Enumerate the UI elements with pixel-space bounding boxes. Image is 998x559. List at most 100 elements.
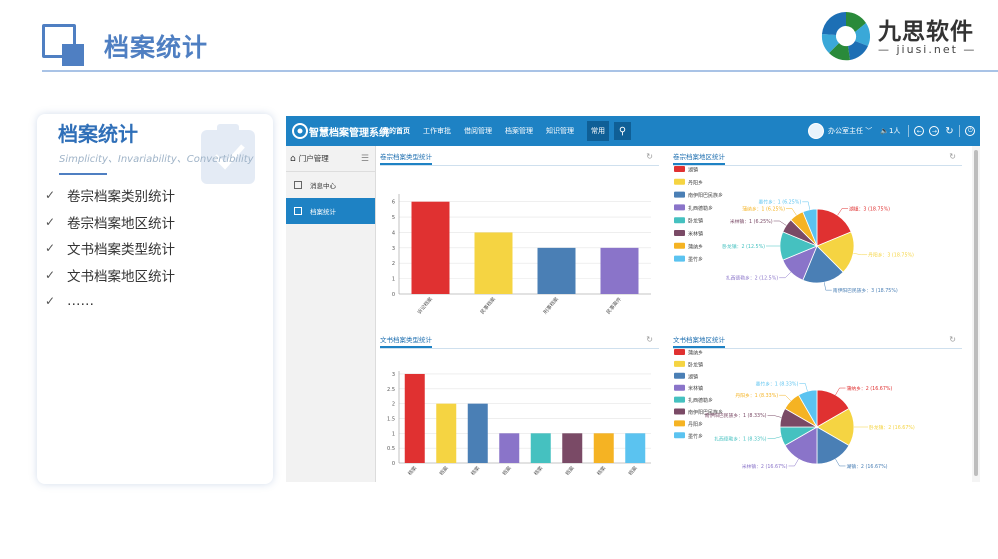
- sidebar-header: ⌂ 门户管理 ☰: [286, 146, 375, 172]
- y-tick-label: 3: [392, 372, 395, 378]
- bar: [600, 247, 639, 294]
- bar: [562, 433, 583, 463]
- pie-data-label: 南伊阳巴民族乡：1 (8.33%): [705, 412, 767, 419]
- legend-swatch: [674, 204, 685, 211]
- refresh-icon[interactable]: ↻: [949, 335, 956, 344]
- pie-data-label: 湖镇：3 (18.75%): [849, 205, 890, 212]
- user-menu[interactable]: 办公室主任 ﹀: [828, 127, 873, 135]
- pie-data-label: 扎西德勒乡：1 (8.33%): [714, 435, 766, 442]
- legend-swatch: [674, 408, 685, 415]
- main-nav: 我的首页 工作审批 借阅管理 档案管理 知识管理 常用 ⚲: [382, 116, 631, 146]
- legend-swatch: [674, 349, 685, 355]
- app-window: 智慧档案管理系统 我的首页 工作审批 借阅管理 档案管理 知识管理 常用 ⚲ 办…: [286, 116, 980, 482]
- panel-title: 文书档案地区统计: [673, 334, 725, 348]
- pie-leader-line: [779, 271, 792, 279]
- x-tick-label: 档案: [501, 465, 513, 477]
- forward-icon[interactable]: →: [929, 126, 940, 136]
- nav-borrow[interactable]: 借阅管理: [464, 127, 492, 135]
- x-tick-label: 档案: [595, 465, 607, 477]
- legend-label: 卧龙镇: [688, 218, 703, 225]
- scrollbar[interactable]: [972, 146, 980, 482]
- brand-name: 九思软件: [878, 19, 974, 45]
- legend-label: 丹阳乡: [688, 179, 703, 186]
- sidebar-item-archive-stats[interactable]: 档案统计: [286, 198, 375, 224]
- pie-data-label: 卧龙镇：2 (12.5%): [722, 243, 765, 250]
- app-topbar: 智慧档案管理系统 我的首页 工作审批 借阅管理 档案管理 知识管理 常用 ⚲ 办…: [286, 116, 980, 146]
- legend-swatch: [674, 242, 685, 249]
- legend-label: 蒲纳乡: [688, 243, 703, 250]
- back-icon[interactable]: ←: [914, 126, 925, 136]
- x-tick-label: 档案: [564, 465, 576, 477]
- refresh-icon[interactable]: ↻: [646, 335, 653, 344]
- pie-data-label: 扎西德勒乡：2 (12.5%): [726, 275, 778, 282]
- x-tick-label: 民事档案: [479, 296, 497, 316]
- dashboard-content: 卷宗档案类型统计 ↻ 0 1 2 3 4 5 6 诉讼档案 民事档案 刑事档案 民事案件 卷宗档案地…: [377, 146, 980, 482]
- pie-leader-line: [802, 201, 811, 210]
- nav-archive[interactable]: 档案管理: [505, 127, 533, 135]
- refresh-icon[interactable]: ↻: [646, 152, 653, 161]
- legend-label: 米林镇: [688, 385, 703, 392]
- bar: [474, 232, 513, 294]
- check-icon: ✓: [45, 267, 56, 282]
- sidebar: ⌂ 门户管理 ☰ 消息中心 档案统计: [286, 146, 376, 482]
- pie-data-label: 南伊阳巴民族乡：3 (18.75%): [833, 287, 898, 294]
- card-subtitle: Simplicity、Invariability、Convertibility: [59, 154, 254, 165]
- y-tick-label: 2: [392, 261, 395, 267]
- x-tick-label: 民事案件: [605, 296, 623, 316]
- y-tick-label: 1: [392, 277, 395, 283]
- legend-label: 丹阳乡: [688, 421, 703, 428]
- pie-slice: [797, 389, 818, 429]
- nav-home[interactable]: 我的首页: [382, 127, 410, 135]
- legend-swatch: [674, 178, 685, 185]
- pie-slice: [816, 208, 852, 247]
- legend-swatch: [674, 396, 685, 403]
- check-icon: ✓: [45, 188, 56, 203]
- pie-slice: [802, 245, 844, 284]
- x-tick-label: 档案: [469, 465, 481, 477]
- app-name: 智慧档案管理系统: [309, 128, 389, 139]
- pie-leader-line: [773, 220, 787, 226]
- x-tick-label: 档案: [532, 465, 544, 477]
- bar-chart: 0 0.5 1 1.5 2 2.5 3 档案 档案 档案 档案 档案 档案 档案 档案: [387, 371, 651, 477]
- nav-common[interactable]: 常用: [587, 121, 609, 141]
- pie-leader-line: [788, 458, 799, 467]
- x-tick-label: 档案: [438, 465, 450, 477]
- y-tick-label: 0: [392, 461, 395, 467]
- avatar[interactable]: [808, 123, 824, 139]
- refresh-icon[interactable]: ↻: [945, 125, 954, 137]
- legend-label: 蒲纳乡: [688, 350, 703, 357]
- bar: [411, 201, 450, 294]
- y-tick-label: 5: [392, 215, 395, 221]
- divider: [908, 125, 910, 137]
- pie-leader-line: [823, 282, 832, 291]
- search-icon[interactable]: ⚲: [614, 122, 631, 140]
- nav-approval[interactable]: 工作审批: [423, 127, 451, 135]
- feature-item: ✓……: [45, 293, 94, 310]
- feature-item: ✓ 卷宗档案类别统计: [45, 188, 175, 206]
- legend-swatch: [674, 191, 685, 198]
- power-icon[interactable]: ⏻: [965, 126, 976, 136]
- refresh-icon[interactable]: ↻: [949, 152, 956, 161]
- legend-swatch: [674, 230, 685, 236]
- pie-data-label: 丹阳乡：1 (8.33%): [735, 392, 778, 399]
- sidebar-item-messages[interactable]: 消息中心: [286, 172, 375, 198]
- pie-leader-line: [767, 415, 782, 418]
- online-count[interactable]: 🔈1人: [880, 127, 901, 135]
- bar: [499, 433, 520, 463]
- panel-title: 文书档案类型统计: [380, 334, 432, 348]
- header-divider: [42, 70, 998, 72]
- bar: [467, 403, 488, 463]
- nav-knowledge[interactable]: 知识管理: [546, 127, 574, 135]
- legend-label: 扎西德勒乡: [688, 397, 713, 404]
- feature-item: ✓ 文书档案地区统计: [45, 267, 175, 285]
- bar: [625, 433, 646, 463]
- message-icon: [294, 181, 302, 189]
- menu-toggle-icon[interactable]: ☰: [360, 153, 369, 164]
- y-tick-label: 2.5: [387, 387, 395, 393]
- y-tick-label: 0.5: [387, 446, 395, 452]
- bar: [436, 403, 457, 463]
- pie-leader-line: [799, 383, 808, 392]
- y-tick-label: 2: [392, 402, 395, 408]
- chart-panel-dossier-type: 卷宗档案类型统计 ↻ 0 1 2 3 4 5 6 诉讼档案 民事档案 刑事档案 民事案件: [377, 146, 667, 326]
